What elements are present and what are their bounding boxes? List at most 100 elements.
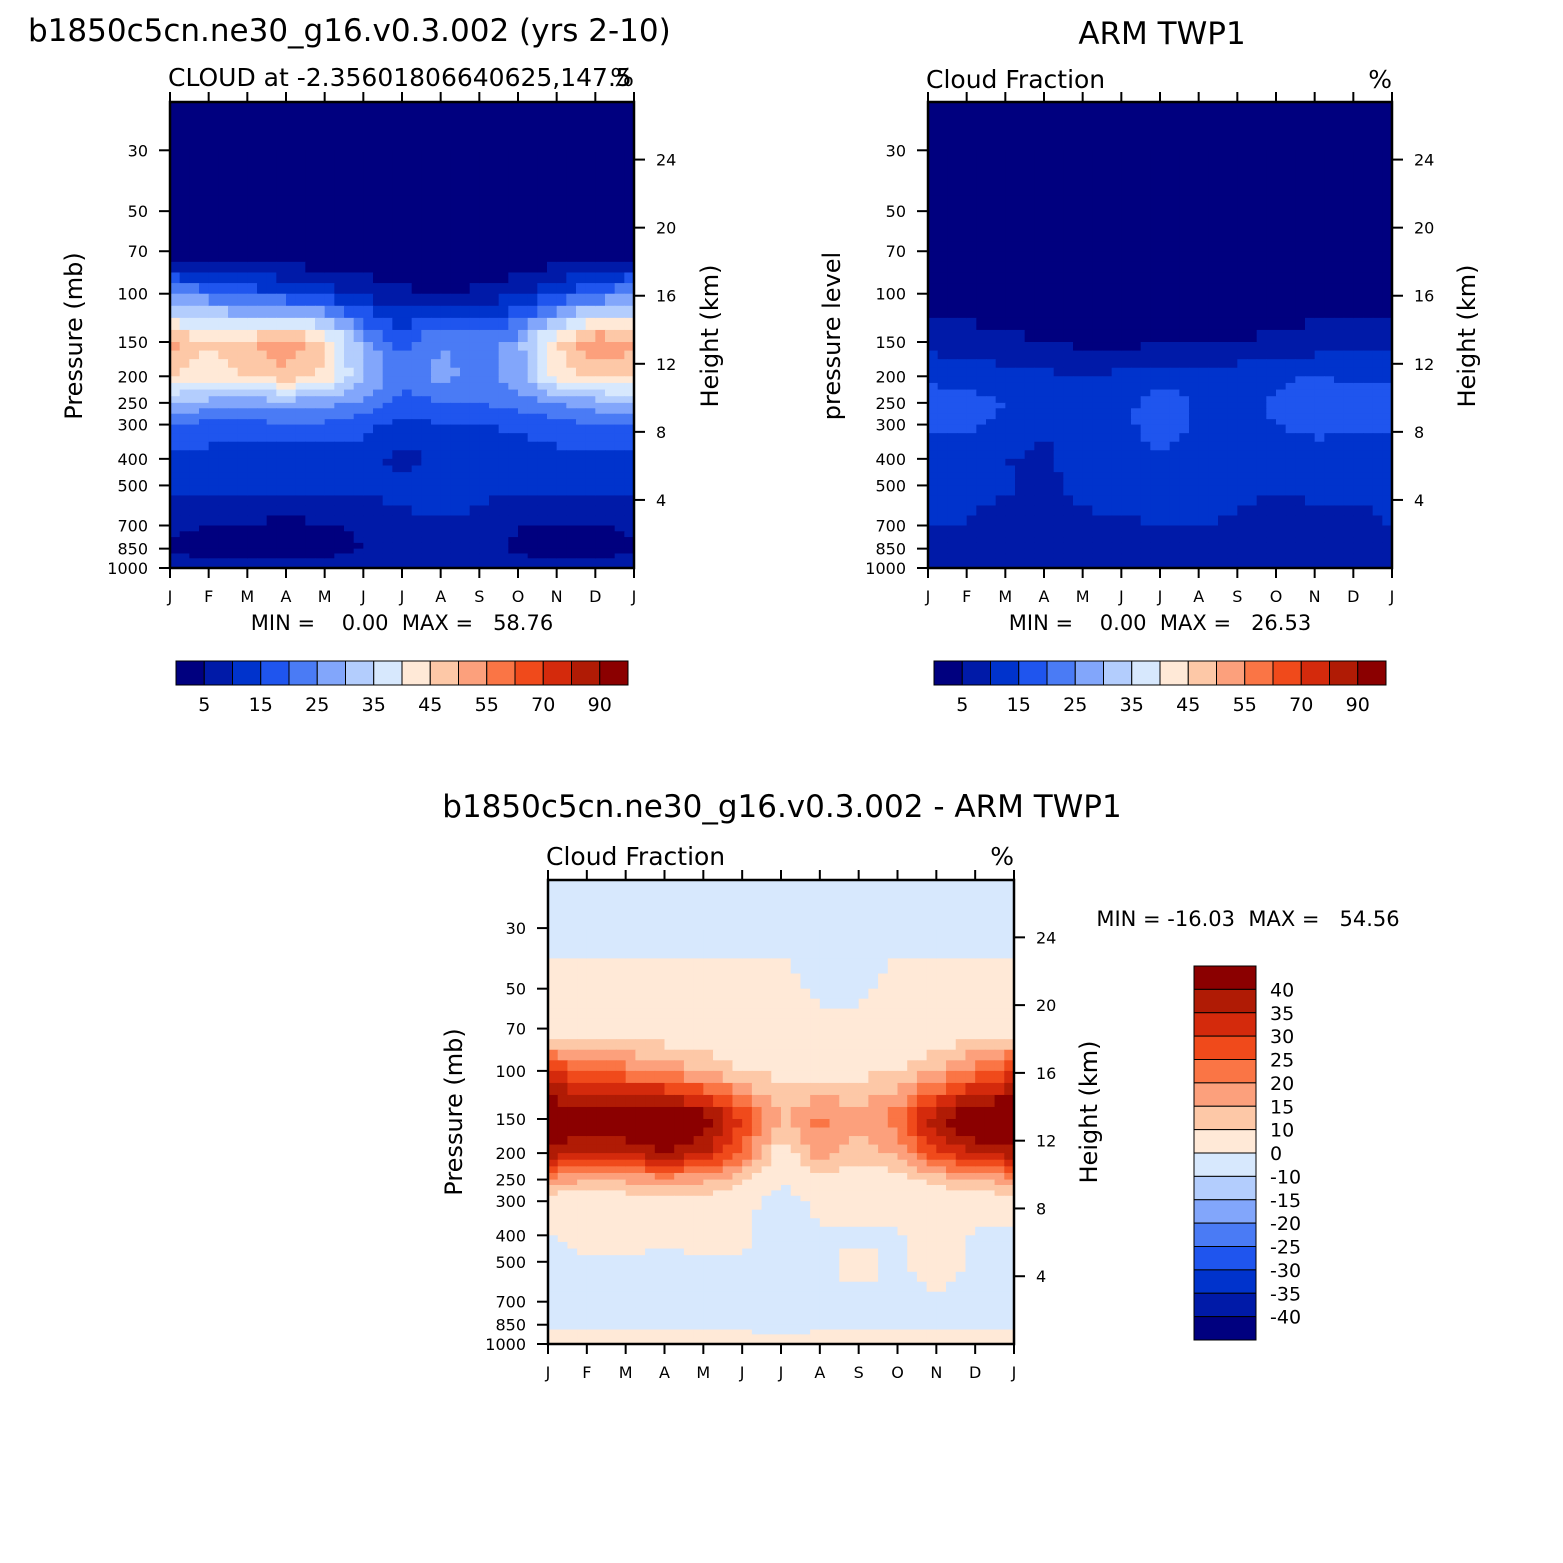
contour-cell [315, 165, 326, 182]
contour-cell [556, 495, 567, 507]
contour-cell [1237, 441, 1248, 451]
contour-cell [1102, 402, 1113, 409]
contour-cell [1160, 195, 1171, 212]
contour-cell [402, 548, 413, 555]
contour-cell [1015, 376, 1026, 384]
contour-cell [1131, 531, 1142, 538]
contour-cell [402, 251, 413, 263]
contour-cell [995, 396, 1006, 404]
contour-cell [887, 928, 899, 944]
contour-cell [179, 195, 190, 212]
contour-cell [315, 505, 326, 517]
contour-cell [595, 478, 606, 487]
contour-cell [276, 376, 287, 384]
contour-cell [402, 376, 413, 384]
contour-cell [1034, 563, 1045, 568]
contour-cell [353, 441, 364, 451]
contour-cell [286, 465, 297, 473]
contour-cell [1208, 413, 1219, 420]
contour-cell [305, 424, 316, 434]
contour-cell [199, 195, 210, 212]
contour-cell [928, 367, 939, 377]
contour-cell [1343, 376, 1354, 384]
contour-cell [556, 317, 567, 331]
contour-cell [1005, 350, 1016, 360]
contour-cell [218, 563, 229, 568]
contour-cell [1198, 165, 1209, 182]
contour-cell [1034, 342, 1045, 352]
contour-cell [1179, 408, 1190, 415]
contour-cell [1063, 317, 1074, 331]
figure-title-diff: b1850c5cn.ne30_g16.v0.3.002 - ARM TWP1 [442, 789, 1121, 825]
contour-cell [460, 485, 471, 497]
contour-cell [1092, 231, 1103, 242]
contour-cell [237, 283, 248, 295]
contour-cell [1372, 525, 1383, 532]
contour-cell [1208, 515, 1219, 527]
contour-cell [344, 458, 355, 467]
contour-cell [344, 283, 355, 295]
contour-cell [431, 495, 442, 507]
x-tick-label: J [1157, 587, 1163, 606]
contour-cell [1005, 251, 1016, 263]
contour-cell [1227, 553, 1238, 559]
contour-cell [537, 389, 548, 397]
contour-cell [411, 472, 422, 480]
contour-cell [1053, 342, 1064, 352]
contour-cell [179, 558, 190, 564]
contour-cell [179, 485, 190, 497]
contour-cell [1073, 531, 1084, 538]
contour-cell [614, 413, 625, 420]
contour-cell [1276, 458, 1287, 467]
contour-cell [624, 195, 634, 212]
contour-cell [257, 505, 268, 517]
contour-cell [218, 553, 229, 559]
contour-cell [460, 283, 471, 295]
contour-cell [1034, 548, 1045, 555]
contour-cell [1121, 359, 1132, 369]
contour-cell [527, 450, 538, 460]
contour-cell [1324, 419, 1335, 426]
contour-cell [450, 165, 461, 182]
contour-cell [1111, 211, 1122, 222]
contour-cell [1363, 433, 1374, 443]
contour-cell [295, 563, 306, 568]
contour-cell [1324, 441, 1335, 451]
contour-cell [1237, 485, 1248, 497]
contour-cell [1343, 413, 1354, 420]
contour-cell [1334, 433, 1345, 443]
contour-cell [1024, 231, 1035, 242]
contour-cell [170, 293, 181, 307]
contour-cell [1092, 542, 1103, 550]
x-tick-label: A [1039, 587, 1050, 606]
contour-cell [402, 396, 413, 404]
contour-cell [1121, 424, 1132, 434]
contour-cell [170, 563, 181, 568]
contour-cell [411, 342, 422, 352]
contour-cell [1053, 441, 1064, 451]
contour-cell [547, 305, 558, 319]
contour-cell [179, 376, 190, 384]
contour-cell [1005, 413, 1016, 420]
contour-cell [469, 505, 480, 517]
contour-cell [1334, 472, 1345, 480]
contour-cell [257, 408, 268, 415]
contour-cell [1372, 458, 1383, 467]
contour-cell [363, 441, 374, 451]
contour-cell [595, 505, 606, 517]
contour-cell [1334, 558, 1345, 564]
contour-cell [556, 413, 567, 420]
contour-cell [966, 367, 977, 377]
contour-cell [1218, 472, 1229, 480]
contour-cell [576, 376, 587, 384]
contour-cell [614, 396, 625, 404]
contour-cell [614, 293, 625, 307]
contour-cell [1111, 396, 1122, 404]
contour-cell [1372, 465, 1383, 473]
contour-cell [382, 272, 393, 284]
contour-cell [1121, 350, 1132, 360]
contour-cell [1179, 433, 1190, 443]
contour-cell [1169, 495, 1180, 507]
contour-cell [614, 251, 625, 263]
contour-cell [1198, 537, 1209, 544]
